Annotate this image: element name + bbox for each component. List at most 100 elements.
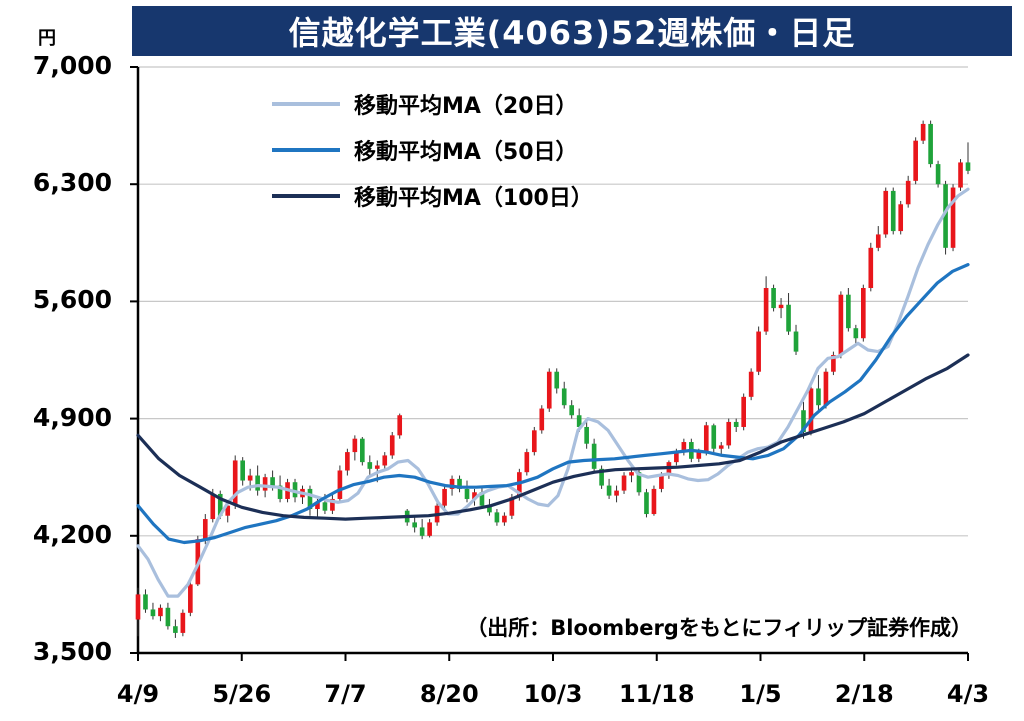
candlestick bbox=[232, 455, 238, 510]
candle-body-up bbox=[883, 190, 889, 235]
candlestick bbox=[935, 160, 941, 188]
candlestick bbox=[158, 604, 163, 622]
candle-body-up bbox=[905, 180, 911, 205]
candle-body-down bbox=[935, 164, 941, 185]
legend-label: 移動平均MA（100日） bbox=[354, 186, 593, 211]
candlestick bbox=[584, 421, 589, 449]
candle-body-up bbox=[546, 371, 552, 409]
candlestick bbox=[756, 326, 761, 376]
candle-body-up bbox=[741, 396, 746, 427]
candlestick bbox=[554, 368, 560, 394]
candle-body-down bbox=[322, 502, 328, 511]
candlestick bbox=[599, 465, 604, 489]
candlestick bbox=[838, 291, 844, 359]
candlestick bbox=[135, 587, 141, 637]
y-tick-label: 4,200 bbox=[32, 519, 112, 549]
candlestick bbox=[419, 519, 425, 540]
candle-body-up bbox=[898, 204, 904, 232]
candlestick bbox=[337, 465, 343, 503]
candle-body-down bbox=[965, 162, 971, 171]
candle-body-down bbox=[711, 425, 717, 449]
candle-body-down bbox=[173, 626, 178, 633]
candlestick bbox=[890, 187, 896, 235]
axes bbox=[130, 66, 969, 661]
candlestick bbox=[606, 478, 612, 499]
candle-body-down bbox=[561, 388, 567, 406]
candle-body-down bbox=[292, 482, 298, 498]
candlestick bbox=[165, 602, 171, 630]
candle-body-down bbox=[816, 388, 821, 406]
candle-body-up bbox=[614, 490, 619, 496]
candle-body-up bbox=[502, 515, 507, 523]
candlestick bbox=[382, 452, 388, 469]
candlestick bbox=[427, 519, 432, 538]
candlestick bbox=[412, 515, 417, 533]
candlestick bbox=[816, 375, 821, 411]
candlestick bbox=[718, 442, 724, 456]
candle-body-up bbox=[763, 288, 769, 332]
candle-body-down bbox=[793, 331, 799, 352]
y-tick-label: 6,300 bbox=[32, 168, 112, 198]
y-tick-label: 3,500 bbox=[32, 637, 112, 666]
x-tick-label: 2/18 bbox=[834, 680, 894, 708]
candlestick bbox=[397, 413, 403, 439]
candle-body-up bbox=[442, 488, 447, 506]
candle-body-up bbox=[659, 475, 664, 489]
candle-body-up bbox=[188, 584, 193, 613]
candle-body-up bbox=[225, 505, 231, 516]
candlestick bbox=[913, 137, 918, 185]
candle-body-up bbox=[509, 497, 515, 516]
legend-label: 移動平均MA（50日） bbox=[354, 140, 578, 165]
legend-label: 移動平均MA（20日） bbox=[354, 94, 578, 119]
candle-body-up bbox=[726, 421, 732, 446]
candle-body-down bbox=[360, 438, 365, 463]
candlestick bbox=[711, 423, 717, 453]
candle-body-down bbox=[412, 522, 417, 528]
candle-body-up bbox=[315, 502, 320, 510]
candlestick bbox=[464, 480, 470, 503]
candle-body-down bbox=[150, 609, 156, 617]
candle-body-down bbox=[943, 184, 948, 248]
x-tick-label: 8/20 bbox=[419, 680, 479, 708]
candlestick bbox=[928, 120, 933, 168]
candle-body-down bbox=[599, 468, 604, 486]
candle-body-up bbox=[202, 519, 208, 540]
x-tick-label: 5/26 bbox=[212, 680, 272, 708]
candle-body-down bbox=[307, 488, 313, 510]
candlestick bbox=[150, 602, 156, 620]
candlestick bbox=[943, 180, 948, 255]
candlestick bbox=[591, 438, 597, 473]
candlestick bbox=[143, 589, 148, 613]
candle-body-down bbox=[143, 594, 148, 610]
candle-body-up bbox=[860, 288, 866, 339]
x-tick-label: 7/7 bbox=[324, 680, 367, 708]
candle-body-down bbox=[217, 493, 223, 516]
source-note: （出所：Bloombergをもとにフィリップ証券作成） bbox=[466, 616, 972, 640]
candlestick bbox=[240, 457, 246, 486]
candle-body-down bbox=[457, 478, 462, 489]
legend-swatch bbox=[272, 194, 340, 198]
candlestick bbox=[726, 418, 732, 449]
candlestick bbox=[561, 381, 567, 409]
candle-body-up bbox=[823, 371, 829, 406]
candlestick bbox=[905, 175, 911, 208]
candle-body-down bbox=[636, 472, 642, 493]
candle-body-down bbox=[277, 485, 283, 499]
y-axis-unit: 円 bbox=[38, 28, 56, 49]
x-tick-label: 11/18 bbox=[618, 680, 695, 708]
candle-body-up bbox=[382, 455, 388, 466]
candle-body-up bbox=[950, 187, 956, 248]
candlestick bbox=[644, 488, 649, 518]
candlestick bbox=[457, 475, 462, 493]
candlestick bbox=[479, 485, 485, 510]
candle-body-up bbox=[337, 470, 343, 499]
legend-item: 移動平均MA（50日） bbox=[272, 134, 578, 166]
candlestick bbox=[733, 418, 739, 432]
y-tick-label: 7,000 bbox=[32, 51, 112, 80]
ma-line-1 bbox=[136, 263, 970, 545]
candlestick bbox=[793, 324, 799, 355]
candle-body-up bbox=[524, 452, 530, 473]
candle-body-down bbox=[786, 304, 791, 332]
